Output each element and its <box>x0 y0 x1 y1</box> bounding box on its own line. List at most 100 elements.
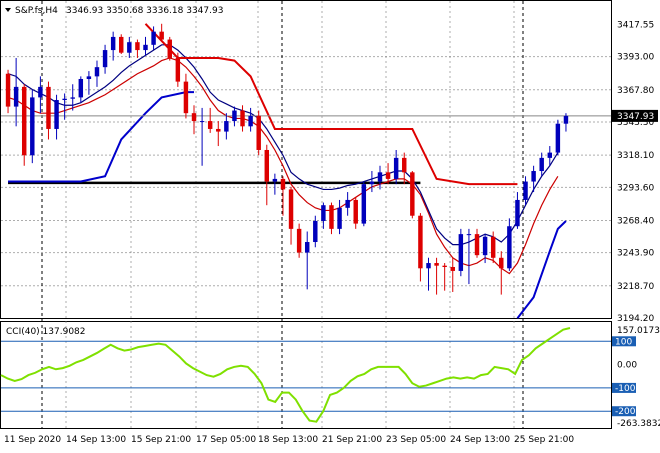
candle[interactable] <box>490 231 496 264</box>
candle[interactable] <box>280 176 286 216</box>
candle[interactable] <box>321 202 326 229</box>
candle[interactable] <box>54 94 59 140</box>
candle[interactable] <box>143 36 148 56</box>
candles-layer[interactable] <box>5 23 569 295</box>
candle[interactable] <box>183 73 189 119</box>
candle[interactable] <box>13 57 19 127</box>
candle-body <box>329 205 334 229</box>
candle[interactable] <box>418 213 423 282</box>
candle[interactable] <box>232 106 237 127</box>
candle[interactable] <box>410 171 415 219</box>
candle[interactable] <box>329 202 334 235</box>
candle[interactable] <box>240 105 245 132</box>
candle[interactable] <box>523 176 528 206</box>
candle[interactable] <box>216 121 221 147</box>
candle[interactable] <box>167 36 172 61</box>
candle[interactable] <box>304 231 310 290</box>
candle-body <box>199 121 205 123</box>
candle[interactable] <box>199 107 205 166</box>
candle[interactable] <box>135 39 140 58</box>
candle[interactable] <box>30 89 35 164</box>
candle[interactable] <box>450 257 455 292</box>
candle[interactable] <box>86 71 92 95</box>
candle-body <box>127 42 132 53</box>
candle[interactable] <box>159 23 164 41</box>
candle[interactable] <box>5 69 11 114</box>
candle[interactable] <box>442 263 447 291</box>
candle[interactable] <box>256 110 261 156</box>
candle-body <box>402 157 407 173</box>
cci-line <box>0 327 571 423</box>
candle[interactable] <box>151 26 156 51</box>
candle[interactable] <box>345 192 350 216</box>
time-axis[interactable]: 11 Sep 2020 14 Sep 13:00 15 Sep 21:00 17 Se… <box>4 435 574 445</box>
current-price-badge <box>612 109 658 122</box>
candle-body <box>313 220 318 243</box>
candle[interactable] <box>191 105 197 135</box>
candle[interactable] <box>21 84 27 166</box>
dropdown-triangle-icon[interactable] <box>5 8 11 12</box>
candle[interactable] <box>377 165 383 190</box>
candle[interactable] <box>175 52 181 87</box>
candle[interactable] <box>313 215 318 248</box>
candle[interactable] <box>264 144 270 206</box>
slow-moving-average-line <box>7 57 559 275</box>
candle[interactable] <box>547 146 553 166</box>
candle[interactable] <box>361 181 367 227</box>
candle-body <box>232 110 237 122</box>
candle-body <box>442 265 447 267</box>
candle[interactable] <box>563 113 569 132</box>
candle[interactable] <box>272 173 278 195</box>
candle[interactable] <box>369 171 375 193</box>
candle-body <box>21 86 27 156</box>
candle-body <box>499 257 504 269</box>
candle[interactable] <box>337 199 342 235</box>
candle[interactable] <box>482 234 488 264</box>
lower-stop-line-recent <box>516 220 567 319</box>
candle[interactable] <box>119 34 124 55</box>
price-tick-label: 3218.70 <box>617 282 654 292</box>
candle[interactable] <box>474 228 480 258</box>
candle[interactable] <box>515 192 520 229</box>
candle[interactable] <box>555 119 561 156</box>
candle[interactable] <box>62 93 67 120</box>
fast-moving-average-line <box>7 44 559 246</box>
candle[interactable] <box>288 186 294 245</box>
candle[interactable] <box>507 218 512 271</box>
candle[interactable] <box>224 113 229 140</box>
candle[interactable] <box>539 152 544 177</box>
candle[interactable] <box>393 149 399 185</box>
candle[interactable] <box>385 163 391 185</box>
candle[interactable] <box>458 228 464 277</box>
cci-label: CCI(40) 137.9082 <box>6 327 86 337</box>
candle[interactable] <box>94 60 100 87</box>
candle[interactable] <box>110 31 116 61</box>
cci-level-badge <box>612 382 636 393</box>
candle[interactable] <box>102 44 108 74</box>
candle[interactable] <box>353 197 358 229</box>
candle-body <box>94 67 100 77</box>
cci-level-label: 100 <box>615 337 632 347</box>
price-axis[interactable]: 3417.55 3393.00 3367.80 3343.30 3318.10 3293.… <box>612 20 658 324</box>
candle-body <box>304 242 310 253</box>
price-tick-label: 3243.90 <box>617 249 654 259</box>
candle[interactable] <box>78 76 84 103</box>
candle[interactable] <box>434 257 439 295</box>
candle[interactable] <box>248 107 253 132</box>
candle[interactable] <box>70 84 75 111</box>
candle[interactable] <box>46 81 51 140</box>
candle[interactable] <box>296 223 302 258</box>
candle[interactable] <box>127 36 132 58</box>
candle[interactable] <box>402 152 407 185</box>
candle[interactable] <box>426 257 431 291</box>
candle[interactable] <box>207 107 213 133</box>
candle[interactable] <box>38 76 43 114</box>
cci-axis[interactable]: 100 0.00 -100 -200 <box>612 336 637 417</box>
candle-body <box>418 215 423 269</box>
candle[interactable] <box>466 228 472 285</box>
candle[interactable] <box>531 165 536 193</box>
candle-body <box>13 86 19 107</box>
candle[interactable] <box>499 251 504 295</box>
